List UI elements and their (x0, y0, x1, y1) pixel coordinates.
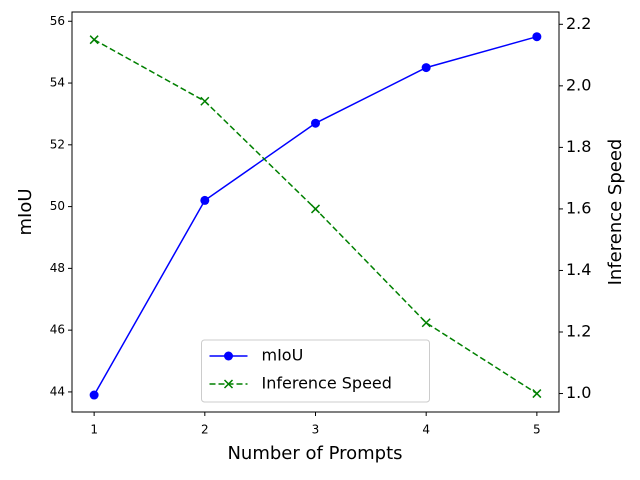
x-axis-label: Number of Prompts (227, 443, 402, 464)
x-tick-label: 2 (201, 423, 209, 437)
legend-label: mIoU (262, 346, 304, 365)
y2-tick-label: 1.8 (566, 137, 591, 156)
y-tick-label: 54 (50, 76, 65, 90)
point (310, 204, 321, 214)
legend-box (201, 339, 430, 403)
y-tick-label: 56 (50, 14, 65, 28)
y2-tick-label: 1.0 (566, 383, 591, 402)
y-tick-label: 48 (50, 261, 65, 275)
point (89, 35, 99, 45)
point (200, 195, 210, 205)
x-tick-label: 5 (533, 423, 541, 437)
y-tick-label: 52 (50, 137, 65, 151)
x-tick-label: 4 (422, 423, 430, 437)
y-tick-label: 44 (50, 384, 65, 398)
x-tick-label: 3 (312, 423, 320, 437)
y-tick-label: 46 (50, 323, 65, 337)
y2-tick-label: 2.0 (566, 75, 591, 94)
y2-tick-label: 1.4 (566, 260, 591, 279)
x-tick-label: 1 (90, 423, 98, 437)
point (421, 318, 431, 328)
y-tick-label: 50 (50, 199, 65, 213)
legend-marker (224, 351, 233, 361)
y-axis-label: mIoU (15, 188, 36, 235)
point (311, 118, 320, 128)
point (532, 32, 542, 42)
point (532, 389, 542, 399)
point (200, 96, 210, 106)
point (89, 390, 99, 400)
legend-label: Inference Speed (262, 374, 392, 393)
y2-tick-label: 1.6 (566, 198, 591, 217)
plot-frame (71, 11, 560, 413)
y2-tick-label: 1.2 (566, 322, 591, 341)
y2-tick-label: 2.2 (566, 14, 591, 33)
point (421, 63, 431, 73)
y2-axis-label: Inference Speed (605, 139, 626, 286)
legend-marker (223, 379, 234, 389)
